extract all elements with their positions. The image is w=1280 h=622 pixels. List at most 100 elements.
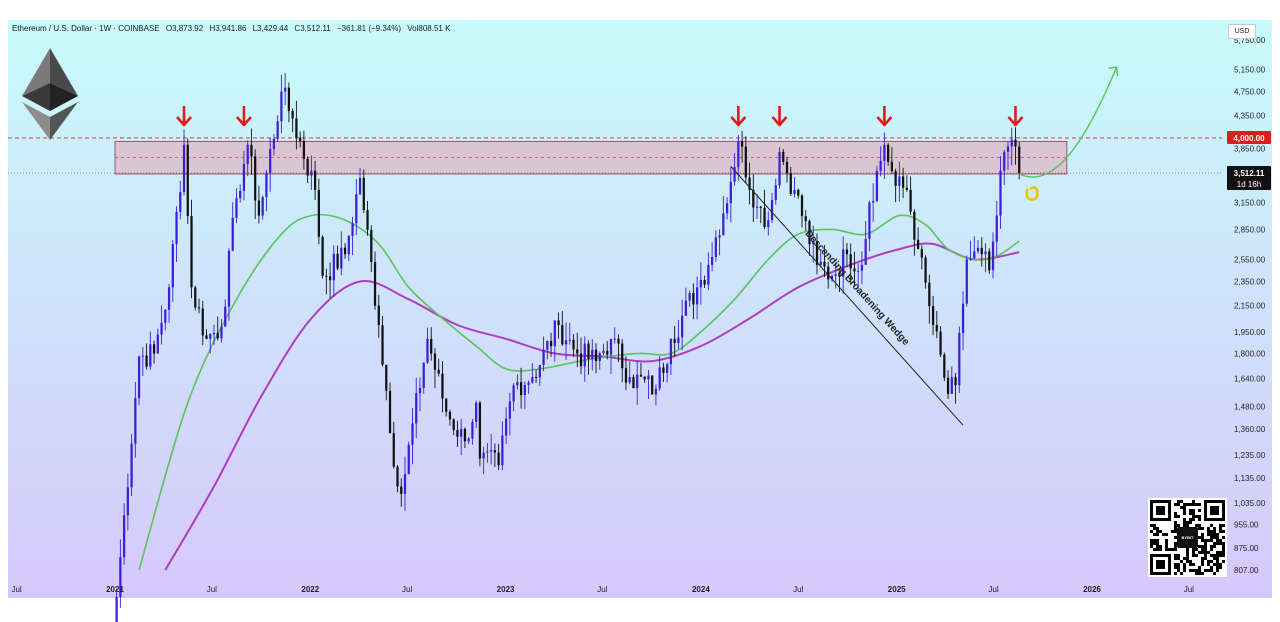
candle-body [269, 148, 272, 173]
candle [486, 443, 489, 463]
y-tick-label: 955.00 [1234, 521, 1259, 530]
candle [767, 211, 770, 236]
candle-body [568, 339, 571, 341]
qr-module [1174, 530, 1177, 533]
qr-module [1198, 545, 1201, 548]
candle-body [823, 261, 826, 267]
qr-module [1183, 569, 1186, 572]
candle-body [920, 249, 923, 258]
qr-module [1219, 539, 1222, 542]
candle-body [358, 177, 362, 195]
candle [815, 233, 819, 275]
qr-module [1222, 560, 1225, 563]
y-tick-label: 4,750.00 [1234, 88, 1266, 97]
candle [336, 245, 339, 271]
candle-body [549, 340, 553, 347]
candle [220, 318, 223, 343]
currency-selector[interactable]: USD [1228, 24, 1256, 39]
candle-body [857, 270, 860, 272]
candle-body [710, 256, 714, 265]
candle [358, 167, 362, 196]
candle [905, 175, 908, 192]
candle [497, 443, 500, 470]
candle [269, 138, 272, 192]
qr-module [1198, 518, 1201, 521]
candle [572, 334, 575, 357]
candle [332, 245, 335, 298]
qr-module [1210, 524, 1213, 527]
candle [774, 178, 777, 205]
candle [965, 255, 968, 307]
qr-module [1195, 548, 1198, 551]
candle-body [317, 189, 320, 237]
qr-module [1207, 539, 1210, 542]
candle-body [553, 320, 556, 347]
projection-arrowhead-icon [1108, 66, 1119, 77]
qr-module [1219, 527, 1222, 530]
candle [958, 326, 961, 394]
candle-body [692, 292, 695, 305]
qr-module [1174, 548, 1177, 551]
ohlc-low: L3,429.44 [252, 24, 289, 33]
candle-body [890, 161, 894, 172]
candle-body [572, 339, 575, 350]
qr-module [1204, 551, 1207, 554]
candle [973, 236, 976, 260]
qr-module [1195, 554, 1198, 557]
candle [482, 446, 485, 475]
candle-body [460, 428, 463, 437]
candle-body [946, 377, 950, 394]
qr-module [1183, 518, 1186, 521]
qr-module [1174, 545, 1177, 548]
candle-body [939, 331, 942, 355]
candle-body [523, 385, 526, 396]
candle [321, 235, 324, 279]
qr-module [1198, 503, 1201, 506]
candle [445, 398, 448, 417]
candle-body [433, 353, 437, 370]
candle-body [351, 223, 354, 236]
qr-module [1219, 530, 1222, 533]
candle [782, 149, 785, 166]
candle-body [999, 170, 1002, 216]
candle-body [478, 402, 482, 459]
candle-body [137, 356, 141, 399]
candle [504, 407, 508, 444]
candle-body [707, 264, 710, 285]
candle [534, 369, 538, 383]
candle-body [594, 349, 598, 362]
chart-background [8, 20, 1272, 598]
candle [313, 160, 317, 201]
candle-body [310, 170, 313, 176]
candle [857, 263, 860, 289]
qr-module [1192, 509, 1195, 512]
qr-module [1204, 548, 1207, 551]
candle [725, 197, 729, 220]
qr-code-icon[interactable]: BYBIT [1148, 498, 1227, 577]
qr-module [1192, 563, 1195, 566]
candle [946, 370, 950, 400]
qr-module [1186, 557, 1189, 560]
candle [980, 237, 983, 267]
candle-body [343, 247, 347, 255]
qr-module [1213, 545, 1216, 548]
candle [239, 184, 242, 203]
candle [969, 240, 972, 262]
candle [808, 219, 811, 256]
candle-body [212, 332, 216, 335]
candle [898, 161, 901, 202]
candle [609, 338, 613, 374]
qr-module [1198, 524, 1201, 527]
candle-body [797, 189, 800, 196]
candle [381, 315, 384, 367]
candle [370, 225, 373, 273]
candle-body [868, 202, 871, 239]
candle-body [838, 274, 841, 277]
candle [654, 384, 658, 406]
candle [988, 248, 991, 274]
candle [299, 131, 302, 148]
x-tick-label: 2021 [106, 585, 124, 594]
candle [160, 305, 163, 345]
candle [1014, 127, 1017, 165]
